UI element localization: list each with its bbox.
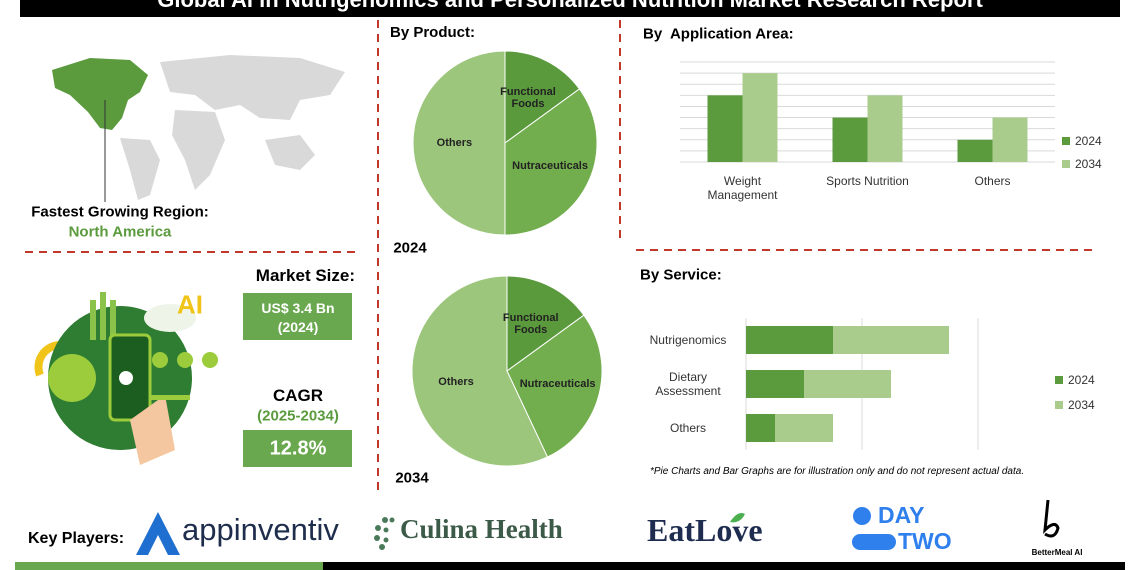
footer-black [323, 562, 1125, 570]
north-america [52, 58, 148, 130]
region-label: Fastest Growing Region: [31, 203, 209, 221]
bar [746, 370, 804, 398]
region-value: North America [68, 223, 172, 241]
legend-swatch [1055, 376, 1063, 384]
title-clip: Global AI in Nutrigenomics and Personali… [20, 0, 1120, 17]
category-label: Weight Management [707, 174, 778, 202]
culina-icon [374, 517, 395, 550]
slice-label: Functional Foods [502, 312, 559, 337]
key-players-label: Key Players: [28, 530, 125, 547]
pie-slice [504, 50, 581, 144]
category-label: Others [669, 421, 706, 435]
market-size-label: Market Size: [255, 266, 355, 285]
logo: Culina Health [400, 514, 563, 544]
chart-title: By Service: [640, 266, 722, 284]
cagr-period: (2025-2034) [257, 407, 339, 425]
legend-swatch [1062, 137, 1070, 145]
cagr-label: CAGR [272, 386, 324, 405]
title-bar [20, 0, 1120, 17]
legend-label: 2024 [1075, 134, 1102, 148]
bar [746, 414, 775, 442]
legend-swatch [1055, 401, 1063, 409]
logo: DAY [878, 502, 925, 528]
slice-label: Nutraceuticals [512, 159, 588, 172]
logo: TWO [898, 528, 952, 554]
pie-year: 2024 [393, 239, 427, 257]
cagr-box [243, 430, 352, 467]
bar [867, 95, 903, 162]
footer-green [15, 562, 323, 570]
ai-text: AI [177, 289, 203, 320]
bar [957, 139, 993, 162]
dividers [25, 20, 1095, 490]
bar [742, 73, 778, 162]
chart-title: By Application Area: [643, 25, 794, 43]
legend-swatch [1062, 160, 1070, 168]
market-size-box [243, 293, 352, 340]
bar [775, 414, 833, 442]
slice-label: Others [436, 137, 473, 149]
product-title: By Product: [390, 24, 476, 41]
bar [804, 370, 891, 398]
daytwo-dot [853, 507, 871, 525]
world-map [120, 55, 345, 200]
pie-slice [412, 50, 506, 236]
appinventiv-icon [136, 512, 180, 555]
bar [992, 117, 1028, 162]
bettermeal-icon [1043, 499, 1060, 538]
bar [746, 326, 833, 354]
category-label: Sports Nutrition [826, 174, 909, 188]
slice-label: Functional Foods [500, 85, 556, 110]
pie-slice [506, 275, 585, 372]
category-label: Nutrigenomics [649, 333, 727, 347]
logo: BetterMeal AI [1031, 548, 1083, 557]
pie-slice [506, 314, 603, 458]
market-size-year: (2024) [277, 319, 319, 335]
bar [707, 95, 743, 162]
pie-slice [411, 275, 549, 467]
pie-year: 2034 [395, 469, 429, 487]
ai-illustration [34, 292, 218, 465]
bar [833, 326, 949, 354]
logo: appinventiv [182, 512, 339, 547]
category-label: Others [974, 174, 1011, 188]
pie-slice [504, 88, 598, 236]
legend-label: 2034 [1075, 157, 1102, 171]
page-title: Global AI in Nutrigenomics and Personali… [157, 0, 983, 13]
cagr-value: 12.8% [269, 437, 327, 460]
bar [832, 117, 868, 162]
legend-label: 2024 [1068, 373, 1095, 387]
slice-label: Nutraceuticals [519, 377, 596, 390]
market-size-value: US$ 3.4 Bn [261, 300, 335, 316]
eatlove-leaf [730, 513, 745, 523]
legend-label: 2034 [1068, 398, 1095, 412]
note: *Pie Charts and Bar Graphs are for illus… [650, 466, 1025, 477]
category-label: Dietary Assessment [655, 370, 721, 398]
logo: EatLove [647, 512, 763, 548]
slice-label: Others [438, 376, 474, 389]
daytwo-pill [852, 534, 896, 550]
